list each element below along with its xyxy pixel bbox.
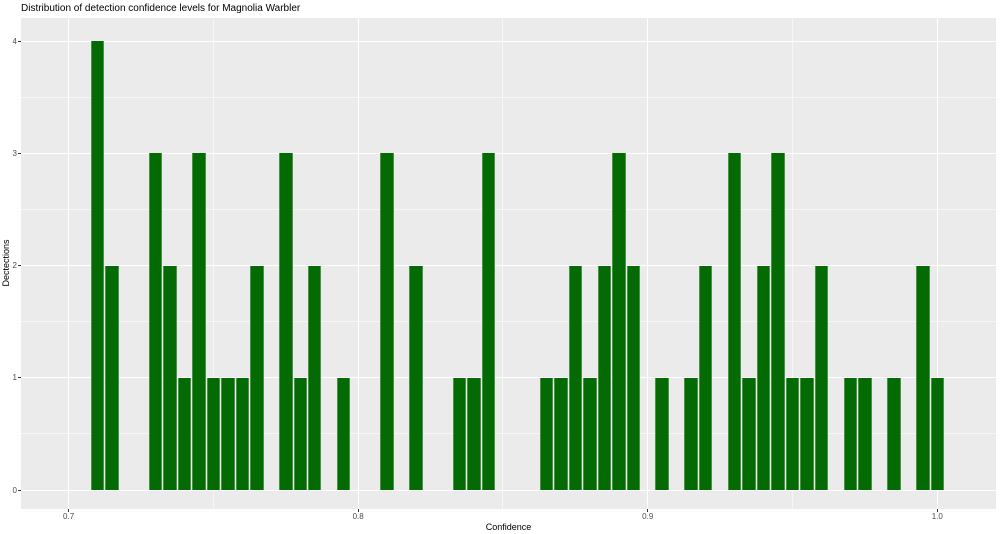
histogram-bar <box>698 265 713 490</box>
x-tick-label: 0.9 <box>642 512 654 521</box>
histogram-bar <box>452 377 467 490</box>
gridline-major-y <box>21 489 996 491</box>
histogram-bar <box>612 153 626 490</box>
gridline-major-x <box>647 18 649 509</box>
histogram-bar <box>814 265 829 490</box>
y-tick-label: 3 <box>12 148 17 158</box>
histogram-bar <box>930 377 945 490</box>
histogram-bar <box>554 377 568 490</box>
gridline-minor-y <box>21 96 996 98</box>
histogram-bar <box>250 265 264 490</box>
histogram-bar <box>742 377 756 490</box>
histogram-bar <box>293 377 307 490</box>
histogram-bar <box>481 153 496 490</box>
gridline-minor-y <box>21 208 996 210</box>
y-tick-label: 0 <box>12 485 17 495</box>
x-tick-mark <box>357 509 359 512</box>
histogram-bar <box>626 265 640 490</box>
histogram-bar <box>409 265 423 490</box>
gridline-major-x <box>68 18 70 509</box>
gridline-minor-x <box>212 18 214 509</box>
histogram-bar <box>163 265 177 490</box>
x-tick-label: 1.0 <box>931 512 943 521</box>
gridline-major-x <box>357 18 359 509</box>
histogram-bar <box>279 153 293 490</box>
gridline-major-y <box>21 152 996 154</box>
gridline-major-y <box>21 265 996 266</box>
histogram-bar <box>90 41 105 490</box>
histogram-bar <box>771 153 785 490</box>
x-tick-label: 0.7 <box>63 512 75 521</box>
y-tick-mark <box>18 265 21 266</box>
x-axis-title: Confidence <box>485 522 532 532</box>
histogram-bar <box>539 377 554 490</box>
histogram-bar <box>858 377 872 490</box>
histogram-bar <box>235 377 250 490</box>
histogram-bar <box>785 377 800 490</box>
histogram-bar <box>887 377 901 490</box>
x-tick-mark <box>68 509 70 512</box>
gridline-major-y <box>21 40 996 42</box>
histogram-bar <box>336 377 351 490</box>
histogram-bar <box>916 265 930 490</box>
histogram-bar <box>105 265 119 490</box>
gridline-major-y <box>21 377 996 379</box>
gridline-minor-x <box>502 18 504 509</box>
y-tick-label: 2 <box>12 261 17 270</box>
gridline-minor-x <box>792 18 794 509</box>
histogram-bar <box>307 265 322 490</box>
histogram-bar <box>655 377 669 490</box>
histogram-bar <box>684 377 698 490</box>
histogram-bar <box>727 153 742 490</box>
histogram-bar <box>800 377 814 490</box>
x-tick-mark <box>936 509 938 512</box>
histogram-bar <box>597 265 612 490</box>
gridline-minor-y <box>21 321 996 323</box>
histogram-bar <box>148 153 163 490</box>
histogram-bar <box>467 377 481 490</box>
histogram-bar <box>756 265 771 490</box>
histogram-bar <box>380 153 394 490</box>
y-tick-mark <box>18 489 21 491</box>
histogram-bar <box>843 377 858 490</box>
plot-panel <box>21 18 996 509</box>
histogram-bar <box>221 377 235 490</box>
x-tick-label: 0.8 <box>352 512 364 521</box>
histogram-bar <box>192 153 206 490</box>
y-tick-label: 1 <box>12 373 17 383</box>
histogram-bar <box>206 377 221 490</box>
y-tick-mark <box>18 377 21 379</box>
chart-title: Distribution of detection confidence lev… <box>21 3 301 14</box>
y-tick-mark <box>18 152 21 154</box>
x-tick-mark <box>647 509 649 512</box>
y-tick-label: 4 <box>12 36 17 46</box>
gridline-minor-y <box>21 433 996 435</box>
histogram-bar <box>177 377 192 490</box>
histogram-bar <box>583 377 597 490</box>
histogram-bar <box>568 265 583 490</box>
y-tick-mark <box>18 40 21 42</box>
gridline-major-x <box>936 18 938 509</box>
